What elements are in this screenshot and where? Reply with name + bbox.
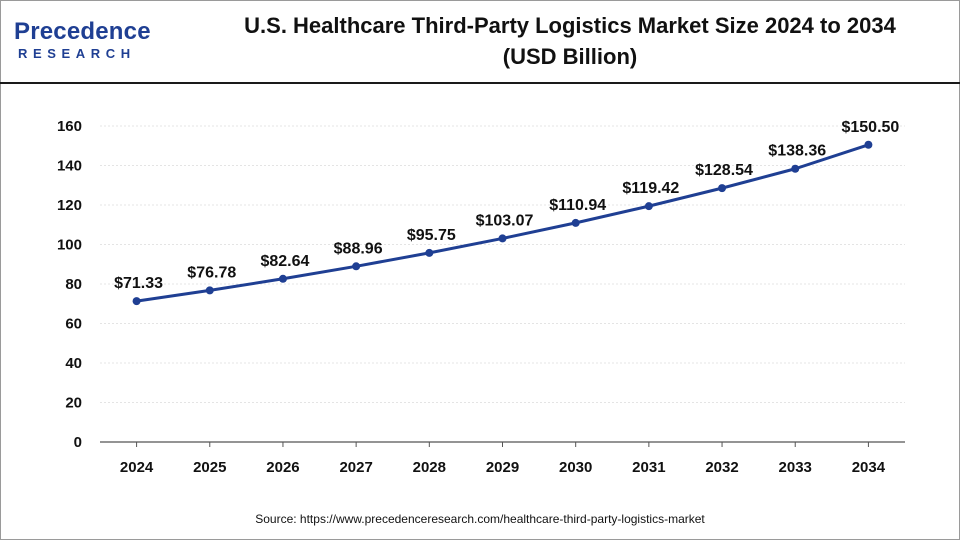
data-point — [132, 297, 141, 306]
x-tick-label: 2028 — [413, 459, 446, 476]
x-tick-label: 2026 — [266, 459, 299, 476]
data-label: $119.42 — [622, 180, 679, 197]
data-point — [571, 218, 580, 227]
data-label: $76.78 — [187, 264, 236, 281]
x-tick-label: 2033 — [779, 459, 812, 476]
data-label: $95.75 — [407, 227, 456, 244]
data-labels: $71.33 $76.78 $82.64 $88.96 $95.75 $103.07 $11… — [114, 119, 899, 292]
x-tick-label: 2034 — [852, 459, 886, 476]
source-note: Source: https://www.precedenceresearch.c… — [255, 512, 705, 526]
y-tick-label: 160 — [57, 118, 82, 135]
data-label: $88.96 — [334, 240, 383, 257]
x-tick-label: 2027 — [339, 459, 372, 476]
x-tick-label: 2032 — [705, 459, 738, 476]
y-tick-label: 80 — [65, 276, 82, 293]
x-tick-label: 2024 — [120, 459, 154, 476]
x-tick-label: 2030 — [559, 459, 592, 476]
data-label: $150.50 — [841, 119, 899, 136]
logo-wordmark: Precedence — [14, 18, 151, 45]
chart-title-line-1: U.S. Healthcare Third-Party Logistics Ma… — [244, 13, 896, 38]
series-group — [132, 140, 873, 306]
x-tick-label: 2031 — [632, 459, 665, 476]
data-point — [718, 184, 727, 193]
data-label: $82.64 — [260, 253, 309, 270]
data-label: $128.54 — [695, 162, 753, 179]
data-point — [644, 202, 653, 211]
data-point — [425, 248, 434, 257]
data-point — [791, 164, 800, 173]
logo-tagline: RESEARCH — [18, 46, 136, 61]
data-point — [278, 274, 287, 283]
chart-title: U.S. Healthcare Third-Party Logistics Ma… — [190, 10, 950, 72]
y-tick-label: 140 — [57, 158, 82, 175]
data-point — [205, 286, 214, 295]
data-point — [498, 234, 507, 243]
y-tick-label: 100 — [57, 237, 82, 254]
x-axis-ticks: 2024 2025 2026 2027 2028 2029 2030 2031 2032 2033… — [120, 442, 886, 476]
y-tick-label: 60 — [65, 316, 82, 333]
y-axis-ticks: 0 20 40 60 80 100 120 140 160 — [57, 118, 82, 451]
data-label: $103.07 — [476, 212, 534, 229]
data-point — [352, 262, 361, 271]
data-label: $138.36 — [768, 143, 826, 160]
x-tick-label: 2025 — [193, 459, 226, 476]
data-label: $110.94 — [549, 197, 606, 214]
data-point — [864, 140, 873, 149]
x-tick-label: 2029 — [486, 459, 519, 476]
y-tick-label: 20 — [65, 395, 82, 412]
brand-logo: Precedence RESEARCH — [14, 14, 164, 64]
data-label: $71.33 — [114, 275, 163, 292]
y-tick-label: 0 — [74, 434, 82, 451]
y-tick-label: 40 — [65, 355, 82, 372]
chart-title-line-2: (USD Billion) — [502, 44, 638, 69]
header: Precedence RESEARCH U.S. Healthcare Thir… — [0, 0, 960, 84]
y-tick-label: 120 — [57, 197, 82, 214]
